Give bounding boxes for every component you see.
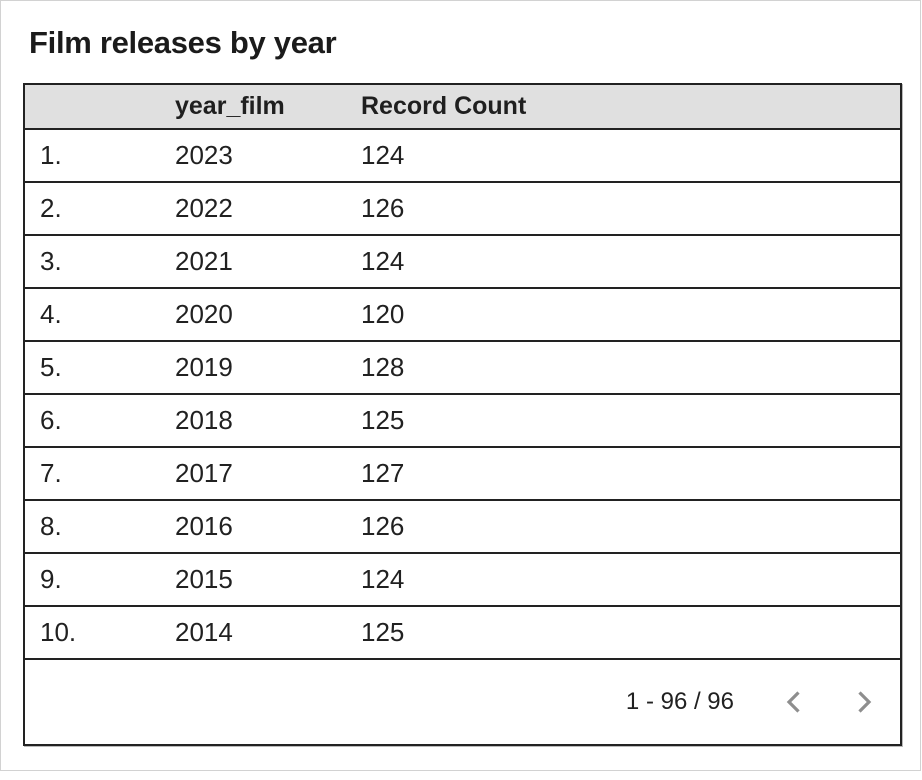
row-index-cell: 2. — [25, 182, 160, 236]
record-count-cell: 125 — [346, 606, 900, 660]
record-count-cell: 126 — [346, 182, 900, 236]
table-row: 10. 2014 125 — [25, 606, 900, 660]
record-count-cell: 126 — [346, 500, 900, 554]
year-film-cell: 2022 — [160, 182, 346, 236]
record-count-cell: 124 — [346, 129, 900, 183]
row-index-cell: 4. — [25, 288, 160, 342]
table-row: 3. 2021 124 — [25, 235, 900, 289]
record-count-cell: 125 — [346, 394, 900, 448]
row-index-cell: 10. — [25, 606, 160, 660]
previous-page-button[interactable] — [780, 687, 810, 717]
table-header-row: year_film Record Count — [25, 85, 900, 130]
column-header-year-film[interactable]: year_film — [160, 85, 346, 130]
table-body: 1. 2023 124 2. 2022 126 3. 2021 124 4. 2020 120 5. 20… — [25, 129, 900, 660]
table-row: 1. 2023 124 — [25, 129, 900, 183]
table-row: 4. 2020 120 — [25, 288, 900, 342]
year-film-cell: 2016 — [160, 500, 346, 554]
year-film-cell: 2017 — [160, 447, 346, 501]
column-header-record-count[interactable]: Record Count — [346, 85, 900, 130]
year-film-cell: 2023 — [160, 129, 346, 183]
row-index-cell: 5. — [25, 341, 160, 395]
row-index-cell: 7. — [25, 447, 160, 501]
pagination: 1 - 96 / 96 — [626, 687, 878, 717]
chevron-left-icon — [781, 688, 809, 716]
row-index-cell: 3. — [25, 235, 160, 289]
pagination-range-label: 1 - 96 / 96 — [625, 688, 734, 715]
row-index-cell: 1. — [25, 129, 160, 183]
year-film-cell: 2021 — [160, 235, 346, 289]
record-count-cell: 124 — [346, 553, 900, 607]
year-film-cell: 2020 — [160, 288, 346, 342]
next-page-button[interactable] — [848, 687, 878, 717]
column-header-index — [25, 85, 160, 130]
year-film-cell: 2019 — [160, 341, 346, 395]
year-film-cell: 2015 — [160, 553, 346, 607]
table-row: 2. 2022 126 — [25, 182, 900, 236]
year-film-cell: 2014 — [160, 606, 346, 660]
record-count-cell: 127 — [346, 447, 900, 501]
year-film-cell: 2018 — [160, 394, 346, 448]
table-row: 8. 2016 126 — [25, 500, 900, 554]
table-row: 6. 2018 125 — [25, 394, 900, 448]
data-table: year_film Record Count 1. 2023 124 2. 2022 12… — [25, 85, 900, 660]
table-row: 9. 2015 124 — [25, 553, 900, 607]
row-index-cell: 9. — [25, 553, 160, 607]
table-row: 5. 2019 128 — [25, 341, 900, 395]
table-footer: 1 - 96 / 96 — [25, 660, 900, 744]
chevron-right-icon — [849, 688, 877, 716]
record-count-cell: 128 — [346, 341, 900, 395]
record-count-cell: 124 — [346, 235, 900, 289]
record-count-cell: 120 — [346, 288, 900, 342]
table-widget: year_film Record Count 1. 2023 124 2. 2022 12… — [23, 83, 902, 746]
row-index-cell: 6. — [25, 394, 160, 448]
row-index-cell: 8. — [25, 500, 160, 554]
page-title: Film releases by year — [29, 25, 337, 60]
table-row: 7. 2017 127 — [25, 447, 900, 501]
